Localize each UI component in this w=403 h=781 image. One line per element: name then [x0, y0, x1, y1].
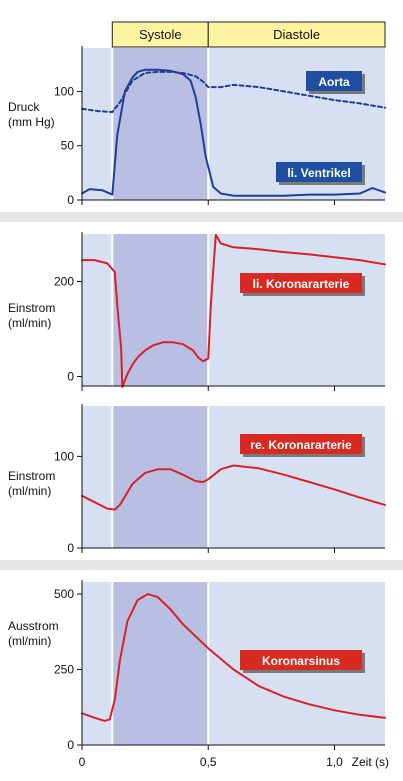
series-line-re-koronararterie [81, 464, 386, 511]
y-tick-label: 0 [67, 738, 74, 752]
y-axis-label: (ml/min) [8, 484, 51, 498]
systole-header [111, 21, 209, 48]
x-tick-label: 0,5 [200, 755, 217, 769]
y-axis-label: (ml/min) [8, 316, 51, 330]
y-tick-label: 0 [67, 541, 74, 555]
systole-band [112, 48, 209, 200]
y-axis-label: Einstrom [8, 469, 55, 483]
y-axis-label: Einstrom [8, 301, 55, 315]
series-line-aorta [81, 70, 386, 114]
series-line-li-koronararterie [81, 233, 386, 388]
series-label-box [276, 162, 362, 182]
systole-band [112, 582, 209, 745]
panel-separator [0, 560, 403, 570]
x-axis-label: Zeit (s) [352, 755, 389, 769]
series-label: li. Koronararterie [253, 277, 350, 291]
panel-separator [0, 212, 403, 222]
y-tick-label: 0 [67, 193, 74, 207]
series-label: Koronarsinus [262, 654, 340, 668]
series-label: li. Ventrikel [287, 166, 350, 180]
y-tick-label: 200 [54, 275, 74, 289]
x-tick-label: 0 [79, 755, 86, 769]
series-line-li-ventrikel [81, 68, 386, 197]
y-tick-label: 500 [54, 587, 74, 601]
series-label: re. Koronararterie [250, 438, 352, 452]
y-axis-label: (ml/min) [8, 634, 51, 648]
x-tick-label: 1,0 [326, 755, 343, 769]
systole-band [112, 406, 209, 548]
series-line-koronarsinus [81, 593, 386, 722]
y-tick-label: 100 [54, 84, 74, 98]
y-axis-label: Druck [8, 100, 40, 114]
systole-band [112, 234, 209, 386]
diastole-header [207, 21, 386, 48]
diastole-label: Diastole [273, 27, 320, 42]
y-tick-label: 0 [67, 370, 74, 384]
series-label-box [240, 650, 362, 670]
series-label-box [240, 273, 362, 293]
y-axis-label: (mm Hg) [8, 115, 55, 129]
series-label-box [240, 434, 362, 454]
y-tick-label: 250 [54, 663, 74, 677]
series-label: Aorta [318, 75, 350, 89]
series-label-box [306, 71, 362, 91]
y-tick-label: 50 [61, 139, 75, 153]
y-tick-label: 100 [54, 449, 74, 463]
systole-label: Systole [139, 27, 182, 42]
y-axis-label: Ausstrom [8, 619, 59, 633]
